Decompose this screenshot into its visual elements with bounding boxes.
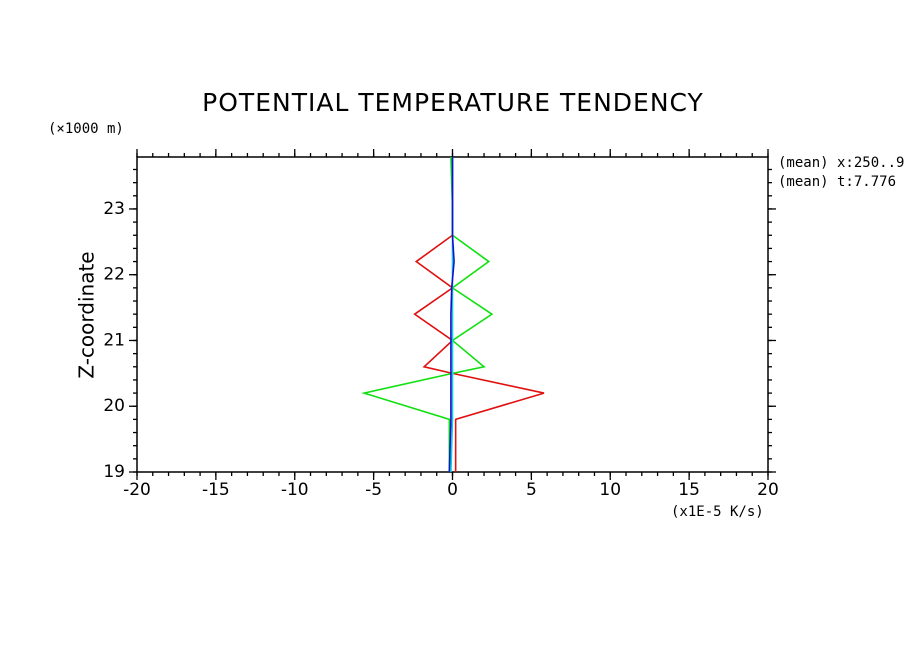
profile-line [413,157,545,472]
y-tick-label: 23 [103,199,125,219]
annotation: (mean) x:250..9 [778,155,904,171]
y-tick-label: 19 [103,462,125,482]
x-unit: (x1E-5 K/s) [671,504,764,520]
x-tick-label: -15 [202,480,230,500]
x-tick-label: 10 [599,480,621,500]
y-tick-label: 21 [103,330,125,350]
x-tick-label: -10 [281,480,309,500]
profile-line [448,157,455,473]
x-tick-label: -20 [123,480,151,500]
x-tick-label: 0 [447,480,458,500]
chart-title: POTENTIAL TEMPERATURE TENDENCY [202,88,704,117]
y-unit: (×1000 m) [48,121,124,137]
y-axis-label: Z-coordinate [75,251,99,378]
profile-line [361,156,494,472]
x-tick-label: -5 [365,480,382,500]
annotation: (mean) t:7.776 [778,174,896,190]
x-tick-label: 15 [678,480,700,500]
x-tick-label: 20 [757,480,779,500]
x-tick-label: 5 [526,480,537,500]
y-tick-label: 22 [103,265,125,285]
y-tick-label: 20 [103,396,125,416]
